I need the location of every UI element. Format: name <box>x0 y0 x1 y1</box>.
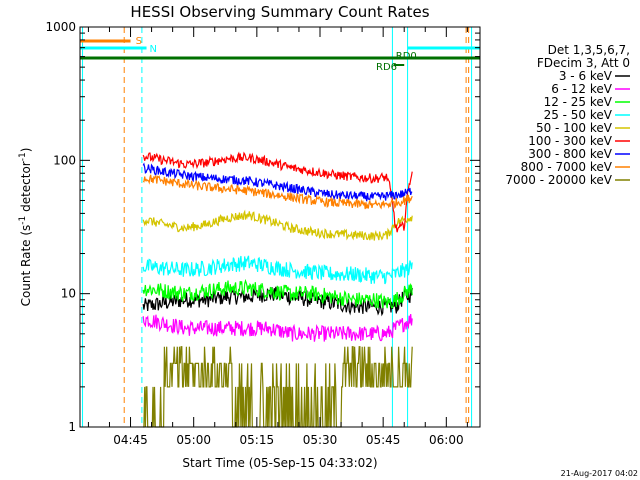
plot-frame <box>79 26 481 428</box>
series-line <box>142 151 413 233</box>
series-line <box>142 209 413 241</box>
legend-entry-label: 3 - 6 keV <box>559 69 613 83</box>
y-axis: 1 10 100 1000 <box>45 20 480 434</box>
series-line <box>142 314 413 342</box>
legend-entry-label: 6 - 12 keV <box>551 82 613 96</box>
x-axis: 04:45 05:00 05:15 05:30 05:45 06:00 <box>87 27 468 447</box>
x-tick-label: 05:45 <box>366 433 401 447</box>
legend-header-line-2: FDecim 3, Att 0 <box>537 56 630 70</box>
x-tick-label: 05:15 <box>240 433 275 447</box>
plot-area <box>82 27 473 428</box>
series-line <box>142 255 413 285</box>
y-tick-label: 1000 <box>45 20 76 34</box>
annotation-label: N <box>149 44 156 55</box>
x-tick-label: 05:30 <box>303 433 338 447</box>
legend-entry-label: 100 - 300 keV <box>528 134 612 148</box>
x-tick-label: 06:00 <box>429 433 464 447</box>
series-line <box>142 162 413 202</box>
x-axis-label: Start Time (05-Sep-15 04:33:02) <box>182 456 377 470</box>
legend-entry-label: 800 - 7000 keV <box>521 160 613 174</box>
x-tick-label: 04:45 <box>113 433 148 447</box>
series-line <box>142 174 413 210</box>
legend: Det 1,3,5,6,7, FDecim 3, Att 0 3 - 6 keV… <box>505 43 630 187</box>
legend-header-line-1: Det 1,3,5,6,7, <box>548 43 630 57</box>
legend-entry-label: 300 - 800 keV <box>528 147 612 161</box>
chart-title: HESSI Observing Summary Count Rates <box>130 3 429 21</box>
y-tick-label: 10 <box>61 287 76 301</box>
series-line <box>142 278 413 309</box>
x-tick-label: 05:00 <box>176 433 211 447</box>
legend-entry-label: 7000 - 20000 keV <box>505 173 612 187</box>
legend-entry-label: 50 - 100 keV <box>536 121 613 135</box>
legend-entry-label: 25 - 50 keV <box>544 108 613 122</box>
legend-entry-label: 12 - 25 keV <box>544 95 613 109</box>
annotation-label: RD6 <box>376 62 397 73</box>
series-line <box>143 346 413 428</box>
y-tick-label: 1 <box>68 420 76 434</box>
y-tick-label: 100 <box>53 153 76 167</box>
footer-date: 21-Aug-2017 04:02 <box>561 469 638 478</box>
annotation-label: RD0 <box>396 51 417 62</box>
y-axis-label: Count Rate (s-1 detector-1) <box>18 148 33 307</box>
annotation-label: S <box>136 36 142 47</box>
